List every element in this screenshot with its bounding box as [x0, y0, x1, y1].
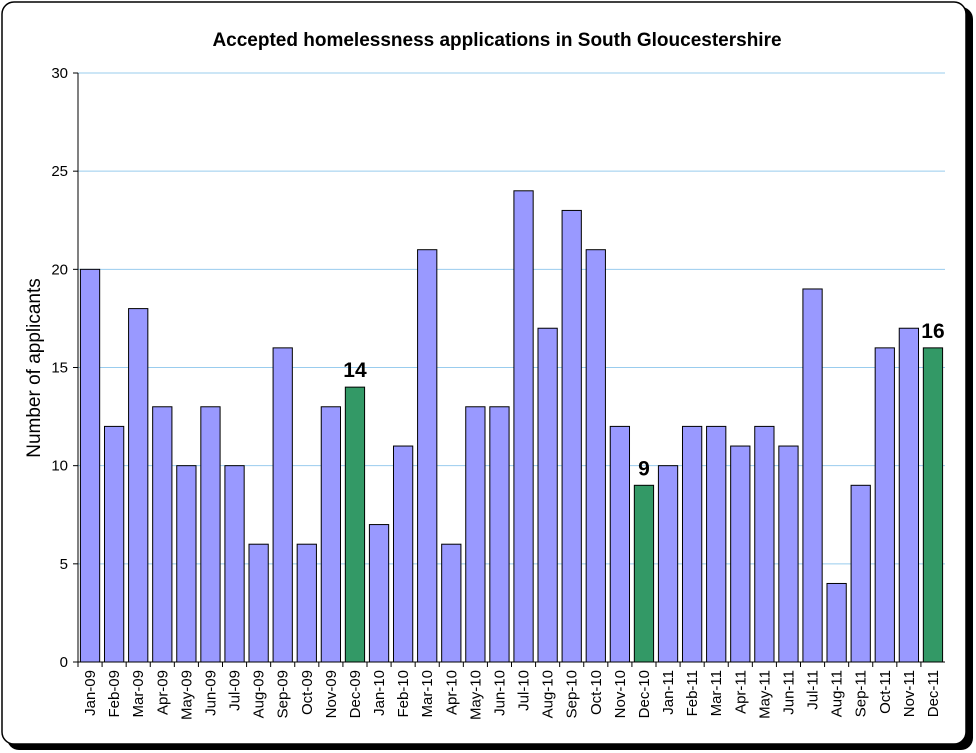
x-tick-label: Sep-11	[853, 670, 870, 717]
bar	[128, 308, 149, 663]
x-tick-label: Jan-09	[82, 670, 99, 716]
y-tick-label: 10	[51, 458, 68, 475]
x-tick-label: Oct-10	[588, 670, 605, 715]
bar	[344, 386, 366, 663]
x-tick-label: Feb-09	[106, 670, 123, 718]
x-tick-label: Dec-11	[925, 670, 942, 717]
bar	[465, 406, 486, 663]
x-tick-label: Jun-09	[202, 670, 219, 716]
x-tick-label: Jan-11	[660, 670, 677, 715]
bar	[79, 268, 101, 663]
x-tick-label: Oct-09	[299, 670, 316, 715]
x-tick-label: Jun-11	[780, 670, 797, 715]
bar	[585, 249, 606, 663]
x-tick-label: Aug-11	[829, 670, 846, 717]
x-tick-label: Nov-09	[323, 670, 340, 718]
bar	[706, 425, 727, 663]
x-tick-label: Apr-11	[732, 670, 749, 714]
bar	[874, 347, 895, 663]
y-tick-label: 15	[51, 360, 68, 377]
bar	[103, 425, 125, 663]
bar	[417, 249, 438, 663]
bar	[609, 425, 631, 663]
y-tick-label: 5	[60, 556, 68, 573]
x-tick-label: Apr-10	[443, 670, 460, 715]
bar	[561, 209, 582, 663]
y-tick-label: 25	[51, 163, 68, 180]
bar	[730, 445, 751, 663]
bar	[392, 445, 414, 663]
x-tick-label: Mar-10	[419, 670, 436, 718]
x-tick-label: Nov-11	[901, 670, 918, 717]
x-tick-label: May-10	[467, 670, 484, 720]
x-tick-label: May-09	[178, 670, 195, 720]
bar	[778, 445, 799, 663]
x-tick-label: Jul-09	[227, 670, 244, 711]
bar	[537, 327, 558, 663]
bar	[272, 347, 293, 663]
bar	[176, 465, 197, 663]
x-tick-label: Jul-11	[805, 670, 822, 710]
bar	[489, 406, 510, 663]
bar	[754, 425, 775, 663]
x-tick-label: Jan-10	[371, 670, 388, 716]
bar	[441, 543, 462, 663]
bar	[802, 288, 823, 663]
x-tick-label: Jun-10	[491, 670, 508, 716]
x-tick-label: Dec-10	[636, 670, 653, 718]
x-tick-label: Aug-09	[251, 670, 268, 718]
bar	[248, 543, 269, 663]
bar	[224, 465, 245, 663]
bar	[296, 543, 317, 663]
x-tick-label: Sep-09	[275, 670, 292, 718]
x-tick-label: Feb-10	[395, 670, 412, 718]
x-tick-label: May-11	[756, 670, 773, 719]
bar	[922, 347, 944, 663]
x-tick-label: Nov-10	[612, 670, 629, 718]
x-tick-label: Jul-10	[516, 670, 533, 711]
bar	[657, 465, 679, 663]
y-tick-label: 0	[60, 654, 68, 671]
x-tick-label: Dec-09	[347, 670, 364, 718]
bar	[898, 327, 920, 663]
bar	[850, 484, 871, 663]
chart-title: Accepted homelessness applications in So…	[212, 30, 781, 51]
data-label: 16	[921, 320, 944, 343]
x-tick-label: Mar-09	[130, 670, 147, 718]
bar	[513, 190, 534, 663]
bar	[826, 582, 847, 663]
bar	[633, 484, 655, 663]
data-label: 14	[343, 359, 367, 382]
y-tick-label: 30	[51, 65, 68, 82]
bar	[368, 524, 390, 663]
y-tick-label: 20	[51, 261, 68, 278]
bar	[200, 406, 221, 663]
x-tick-label: Apr-09	[154, 670, 171, 715]
bar	[681, 425, 703, 663]
x-tick-label: Aug-10	[540, 670, 557, 718]
y-axis-label: Number of applicants	[24, 278, 45, 458]
x-tick-label: Mar-11	[708, 670, 725, 716]
bar	[152, 406, 173, 663]
data-label: 9	[638, 457, 650, 480]
x-tick-label: Feb-11	[684, 670, 701, 716]
x-tick-label: Oct-11	[877, 670, 894, 714]
x-tick-label: Sep-10	[564, 670, 581, 718]
bar	[320, 406, 342, 663]
